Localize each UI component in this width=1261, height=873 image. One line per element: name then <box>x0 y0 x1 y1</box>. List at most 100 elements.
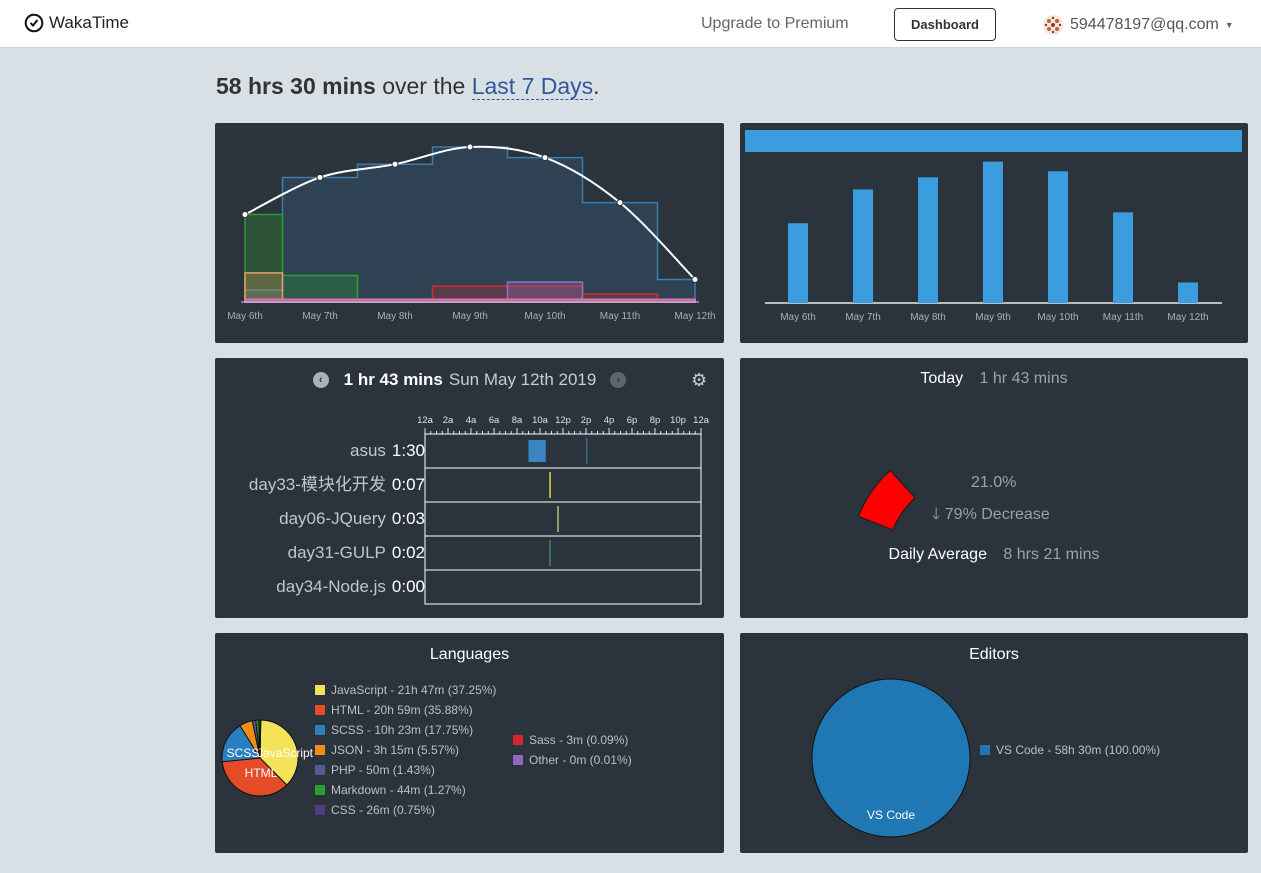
languages-pie-chart[interactable]: JavaScript HTML SCSS <box>215 633 724 853</box>
bar-may-8th <box>918 177 938 303</box>
languages-slice-html <box>221 757 288 797</box>
date-range-selector[interactable]: Last 7 Days <box>471 73 594 100</box>
session-bar <box>549 540 551 566</box>
pie-slice-label: VS Code <box>867 808 915 822</box>
total-point-3 <box>466 143 474 151</box>
bar-may-11th <box>1113 212 1133 303</box>
languages-panel: Languages JavaScript HTML SCSS JavaScript … <box>215 633 724 853</box>
project-time: 1:30 <box>391 441 425 460</box>
next-day-icon[interactable]: › <box>610 372 627 388</box>
hour-tick-label: 2a <box>443 415 454 426</box>
day-date: Sun May 12th 2019 <box>448 370 597 389</box>
pie-slice-label: HTML <box>245 766 278 780</box>
legend-label: PHP - 50m (1.43%) <box>331 763 435 777</box>
day-header: ‹ 1 hr 43 mins Sun May 12th 2019 › <box>215 370 724 390</box>
project-time: 0:03 <box>391 509 425 528</box>
total-point-6 <box>691 275 699 283</box>
hour-tick-label: 4a <box>466 415 477 426</box>
legend-item: VS Code - 58h 30m (100.00%) <box>980 740 1160 760</box>
upgrade-link[interactable]: Upgrade to Premium <box>701 15 849 32</box>
session-bar <box>549 472 551 498</box>
legend-item: Other - 0m (0.01%) <box>513 750 632 770</box>
project-row[interactable]: day34-Node.js 0:00 <box>215 570 425 604</box>
daily-bar-chart[interactable]: May 6th May 7th May 8th May 9th May 10th May … <box>740 123 1248 343</box>
bar-may-6th <box>788 223 808 303</box>
hour-tick-label: 6p <box>627 415 638 426</box>
project-row[interactable]: day31-GULP 0:02 <box>215 536 425 570</box>
hour-tick-label: 12a <box>693 415 710 426</box>
editors-pie-chart[interactable]: VS Code <box>740 633 1248 853</box>
project-name: day33-模块化开发 <box>248 475 386 494</box>
prev-day-icon[interactable]: ‹ <box>312 372 329 388</box>
hour-tick-label: 8p <box>650 415 661 426</box>
x-tick-label: May 9th <box>452 311 488 322</box>
timeline-row <box>424 467 702 503</box>
x-tick-label: May 10th <box>524 311 565 322</box>
languages-legend: JavaScript - 21h 47m (37.25%) HTML - 20h … <box>315 680 496 820</box>
languages-slice-javascript <box>259 719 299 786</box>
over-the-text: over the <box>382 73 466 99</box>
gear-icon[interactable]: ⚙ <box>691 370 708 390</box>
today-percent: 21.0% <box>971 474 1017 491</box>
languages-title: Languages <box>429 646 510 663</box>
timeline-row <box>424 433 702 469</box>
project-time: 0:00 <box>391 577 425 596</box>
legend-swatch <box>315 785 325 795</box>
legend-item: Sass - 3m (0.09%) <box>513 730 632 750</box>
project-row[interactable]: day06-JQuery 0:03 <box>215 502 425 536</box>
editors-slice-vs <box>811 678 971 838</box>
legend-label: CSS - 26m (0.75%) <box>331 803 436 817</box>
legend-item: JSON - 3h 15m (5.57%) <box>315 740 496 760</box>
hour-tick-label: 10p <box>670 415 686 426</box>
x-tick-label: May 11th <box>600 311 640 322</box>
decrease-text: 79% Decrease <box>944 506 1050 523</box>
legend-swatch <box>513 755 523 765</box>
project-row[interactable]: day33-模块化开发 0:07 <box>215 468 425 502</box>
brand-link[interactable]: WakaTime <box>24 13 129 33</box>
languages-slice-other <box>259 719 262 759</box>
day-timeline-panel: ‹ 1 hr 43 mins Sun May 12th 2019 › ⚙ 12a… <box>215 358 724 618</box>
project-name: day31-GULP <box>287 543 386 562</box>
user-menu[interactable]: 594478197@qq.com ▼ <box>1042 14 1234 36</box>
project-name: day34-Node.js <box>276 577 386 596</box>
legend-item: JavaScript - 21h 47m (37.25%) <box>315 680 496 700</box>
total-point-2 <box>391 160 399 168</box>
legend-label: Other - 0m (0.01%) <box>529 753 632 767</box>
top-nav: WakaTime Upgrade to Premium Dashboard 59… <box>0 0 1261 48</box>
daily-average: Daily Average 8 hrs 21 mins <box>740 546 1248 564</box>
projects-area-chart[interactable]: May 6th May 7th May 8th May 9th May 10th May … <box>215 123 724 343</box>
legend-swatch <box>315 685 325 695</box>
legend-label: Sass - 3m (0.09%) <box>529 733 629 747</box>
today-gauge-arc <box>857 469 916 531</box>
project-row[interactable]: asus 1:30 <box>215 434 425 468</box>
x-tick-label: May 9th <box>975 312 1011 323</box>
user-email: 594478197@qq.com <box>1070 16 1219 33</box>
today-panel: Today 1 hr 43 mins 21.0% 🡓 79% Decrease … <box>740 358 1248 618</box>
hour-tick-label: 12p <box>555 415 571 426</box>
x-tick-label: May 7th <box>302 311 338 322</box>
bar-may-12th <box>1178 282 1198 303</box>
hour-tick-label: 2p <box>581 415 592 426</box>
total-point-1 <box>316 173 324 181</box>
clock-logo-icon <box>24 13 44 33</box>
dashboard-button[interactable]: Dashboard <box>894 8 996 41</box>
avg-label: Daily Average <box>888 546 987 563</box>
x-tick-label: May 10th <box>1037 312 1078 323</box>
legend-label: HTML - 20h 59m (35.88%) <box>331 703 473 717</box>
legend-swatch <box>513 735 523 745</box>
brand-name: WakaTime <box>49 13 129 32</box>
x-tick-label: May 7th <box>845 312 881 323</box>
total-point-5 <box>616 199 624 207</box>
hour-tick-label: 8a <box>512 415 523 426</box>
today-value: 1 hr 43 mins <box>979 370 1068 387</box>
today-summary: Today 1 hr 43 mins <box>740 370 1248 388</box>
arrow-down-icon: 🡓 <box>932 506 941 523</box>
today-gauge <box>857 469 916 531</box>
legend-item: CSS - 26m (0.75%) <box>315 800 496 820</box>
bar-may-10th <box>1048 171 1068 303</box>
decrease-indicator: 🡓 79% Decrease <box>932 503 1050 530</box>
legend-label: VS Code - 58h 30m (100.00%) <box>996 743 1161 757</box>
total-point-4 <box>541 154 549 162</box>
hour-tick-label: 4p <box>604 415 615 426</box>
session-bar <box>586 438 588 464</box>
